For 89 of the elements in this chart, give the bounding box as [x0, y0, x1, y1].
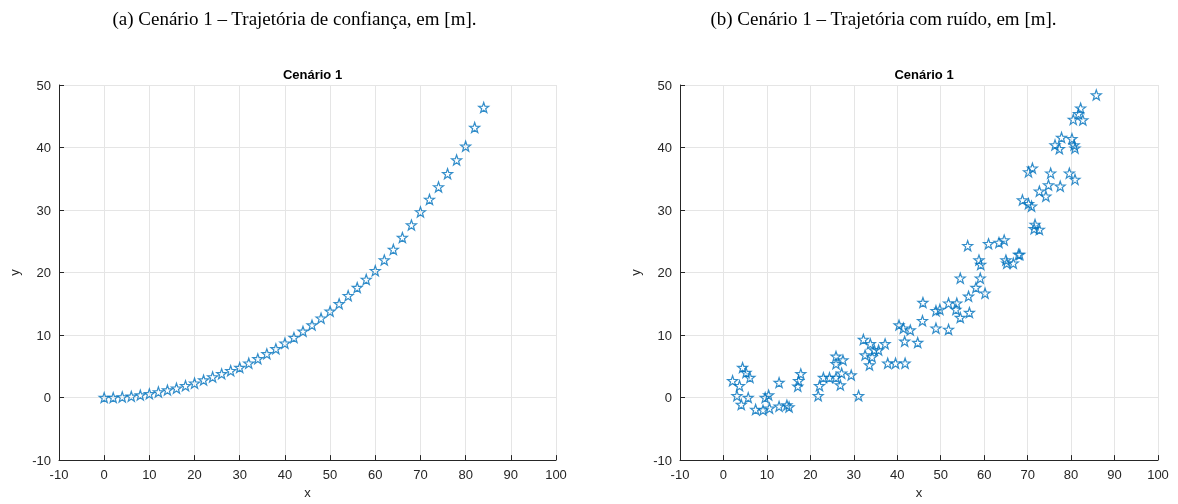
point — [378, 254, 390, 266]
point — [216, 368, 228, 380]
y-tick-label: 40 — [657, 140, 672, 156]
point — [441, 168, 454, 180]
point — [478, 101, 490, 114]
x-tick-label: 90 — [1107, 467, 1122, 483]
point — [107, 391, 119, 404]
point — [188, 377, 201, 389]
point — [234, 361, 246, 374]
point — [261, 348, 273, 360]
x-tick-label: 60 — [976, 467, 992, 483]
point — [324, 305, 336, 317]
x-tick-label: 100 — [1147, 467, 1169, 483]
point — [270, 343, 282, 355]
point — [116, 391, 128, 403]
point — [396, 231, 408, 244]
x-tick-label: 40 — [277, 467, 293, 483]
x-tick-label: 0 — [719, 467, 728, 483]
point — [207, 371, 219, 383]
y-tick-label: 0 — [664, 390, 672, 406]
point — [432, 181, 445, 193]
point — [351, 281, 363, 294]
point — [387, 243, 399, 256]
point — [369, 265, 381, 277]
y-tick-label: 20 — [657, 265, 672, 281]
x-tick-label: 50 — [322, 467, 338, 483]
point — [423, 193, 436, 206]
x-tick-label: 60 — [368, 467, 383, 483]
point — [225, 365, 237, 377]
point — [170, 382, 183, 394]
y-tick-label: 50 — [36, 77, 51, 93]
point — [306, 319, 318, 331]
x-tick-label: 50 — [933, 467, 948, 483]
point — [197, 374, 210, 386]
x-tick-label: 20 — [187, 467, 202, 483]
point — [414, 206, 427, 218]
x-tick-label: 70 — [413, 467, 428, 483]
y-tick-label: 40 — [36, 140, 51, 156]
x-tick-label: 90 — [503, 467, 519, 483]
point — [152, 386, 164, 398]
point — [360, 273, 372, 286]
y-tick-label: 20 — [36, 265, 51, 281]
x-tick-label: 70 — [1020, 467, 1035, 483]
point — [179, 380, 192, 392]
y-tick-label: 0 — [43, 390, 51, 406]
point — [134, 389, 146, 401]
x-tick-label: -10 — [670, 467, 690, 483]
y-axis-title: y — [628, 268, 644, 276]
text: (b) Cenário 1 – Trajetória com ruído, em [m]. — [710, 8, 1057, 30]
y-tick-label: 30 — [36, 202, 51, 218]
chart-title: Cenário 1 — [282, 67, 343, 82]
point — [405, 219, 418, 231]
y-tick-label: -10 — [653, 452, 672, 468]
x-tick-label: 10 — [759, 467, 775, 483]
x-tick-label: 80 — [458, 467, 473, 483]
x-tick-label: 30 — [846, 467, 862, 483]
text: (a) Cenário 1 – Trajetória de confiança, em [m]. — [112, 8, 477, 30]
point — [333, 298, 345, 310]
y-tick-label: 50 — [657, 77, 672, 93]
x-tick-label: 0 — [100, 467, 108, 483]
x-tick-label: 80 — [1063, 467, 1079, 483]
point — [297, 325, 309, 337]
x-tick-label: 30 — [232, 467, 247, 483]
x-axis-title: x — [304, 485, 312, 500]
point — [125, 390, 137, 402]
point — [143, 388, 155, 400]
y-tick-label: 10 — [657, 327, 672, 343]
point — [252, 353, 264, 365]
y-tick-label: -10 — [32, 452, 51, 468]
x-tick-label: -10 — [49, 467, 69, 483]
point — [342, 290, 354, 302]
y-tick-label: 10 — [36, 327, 51, 343]
point — [161, 384, 174, 396]
x-tick-label: 100 — [545, 467, 567, 483]
x-tick-label: 40 — [890, 467, 905, 483]
point — [243, 357, 255, 369]
x-axis-title: x — [915, 485, 923, 500]
point — [469, 121, 481, 134]
y-tick-label: 30 — [657, 202, 672, 218]
x-tick-label: 20 — [803, 467, 818, 483]
y-axis-title: y — [7, 268, 23, 276]
point — [460, 140, 472, 152]
point — [451, 154, 463, 166]
point — [288, 331, 300, 344]
x-tick-label: 10 — [142, 467, 157, 483]
point — [98, 391, 110, 404]
chart-title: Cenário 1 — [894, 67, 954, 82]
point — [279, 337, 291, 349]
point — [315, 312, 327, 324]
